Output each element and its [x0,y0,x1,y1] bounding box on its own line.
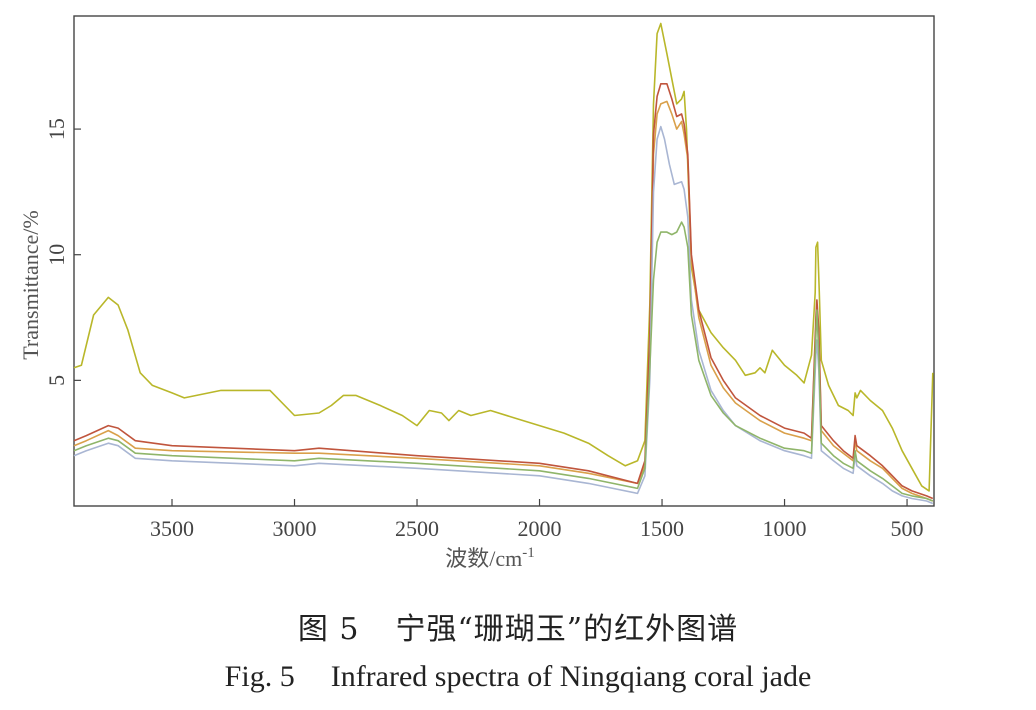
figure-caption-chinese: 图 5 宁强“珊瑚玉”的红外图谱 [0,604,1036,648]
x-tick-label: 1000 [763,516,807,541]
spectrum-line-yellow-green [73,22,934,492]
x-axis-label: 波数/cm-1 [445,545,535,571]
figure-caption-english: Fig. 5 Infrared spectra of Ningqiang cora… [0,660,1036,694]
x-axis-ticks: 3500 3000 2500 2000 1500 1000 500 [150,499,924,541]
spectrum-line-orange [73,100,934,502]
y-tick-label: 10 [44,244,69,266]
x-tick-label: 3500 [150,516,194,541]
caption-cn-figure-number: 图 5 [297,612,360,647]
series-layer [73,22,934,505]
plot-frame [73,15,935,507]
x-axis-label-text: 波数/cm [445,546,522,571]
x-tick-label: 2000 [518,516,562,541]
spectrum-line-light-blue [73,125,934,505]
caption-en-title: Infrared spectra of Ningqiang coral jade [330,660,812,693]
x-tick-label: 500 [891,516,924,541]
caption-en-figure-number: Fig. 5 [224,660,295,693]
y-tick-label: 15 [44,118,69,140]
y-axis-label: Transmittance/% [18,210,43,360]
caption-cn-title: 宁强“珊瑚玉”的红外图谱 [395,612,739,647]
ir-spectrum-chart: 3500 3000 2500 2000 1500 1000 500 5 10 15 Transm… [18,15,935,571]
y-axis-ticks: 5 10 15 [44,118,81,386]
spectrum-line-green [73,221,934,502]
x-tick-label: 2500 [395,516,439,541]
x-tick-label: 3000 [273,516,317,541]
y-tick-label: 5 [44,375,69,386]
x-axis-label-superscript: -1 [522,545,535,561]
x-tick-label: 1500 [640,516,684,541]
spectrum-line-red [73,83,934,500]
